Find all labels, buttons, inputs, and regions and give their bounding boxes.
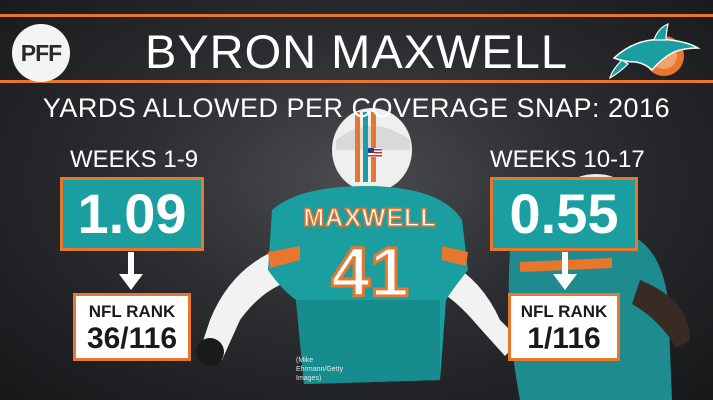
rank-value-1: 36/116: [86, 322, 178, 355]
jersey-number: 41: [331, 233, 409, 311]
period-label-2: WEEKS 10-17: [490, 146, 645, 173]
us-flag-icon: [368, 148, 382, 157]
rank-label-2: NFL RANK: [520, 302, 608, 321]
dolphin-logo-icon: [609, 23, 701, 80]
pff-logo: PFF: [12, 24, 70, 82]
value-box-1: 1.09: [60, 177, 204, 251]
page-subtitle: YARDS ALLOWED PER COVERAGE SNAP: 2016: [42, 93, 671, 123]
arrow-down-icon: [119, 252, 143, 290]
value-box-2: 0.55: [490, 177, 638, 251]
main-player-figure: MAXWELL 41: [196, 108, 520, 384]
top-rule: [0, 14, 713, 17]
jersey-name: MAXWELL: [303, 204, 436, 232]
arrow-down-icon: [553, 252, 577, 290]
rank-box-2: NFL RANK 1/116: [508, 293, 620, 361]
rank-label-1: NFL RANK: [88, 302, 176, 321]
photo-credit: (Mike Ehrmann/Getty Images): [296, 357, 344, 382]
header-rule: [0, 80, 713, 83]
page-title: BYRON MAXWELL: [144, 25, 569, 78]
period-label-1: WEEKS 1-9: [70, 146, 199, 173]
rank-value-2: 1/116: [527, 322, 601, 355]
rank-box-1: NFL RANK 36/116: [73, 293, 191, 361]
